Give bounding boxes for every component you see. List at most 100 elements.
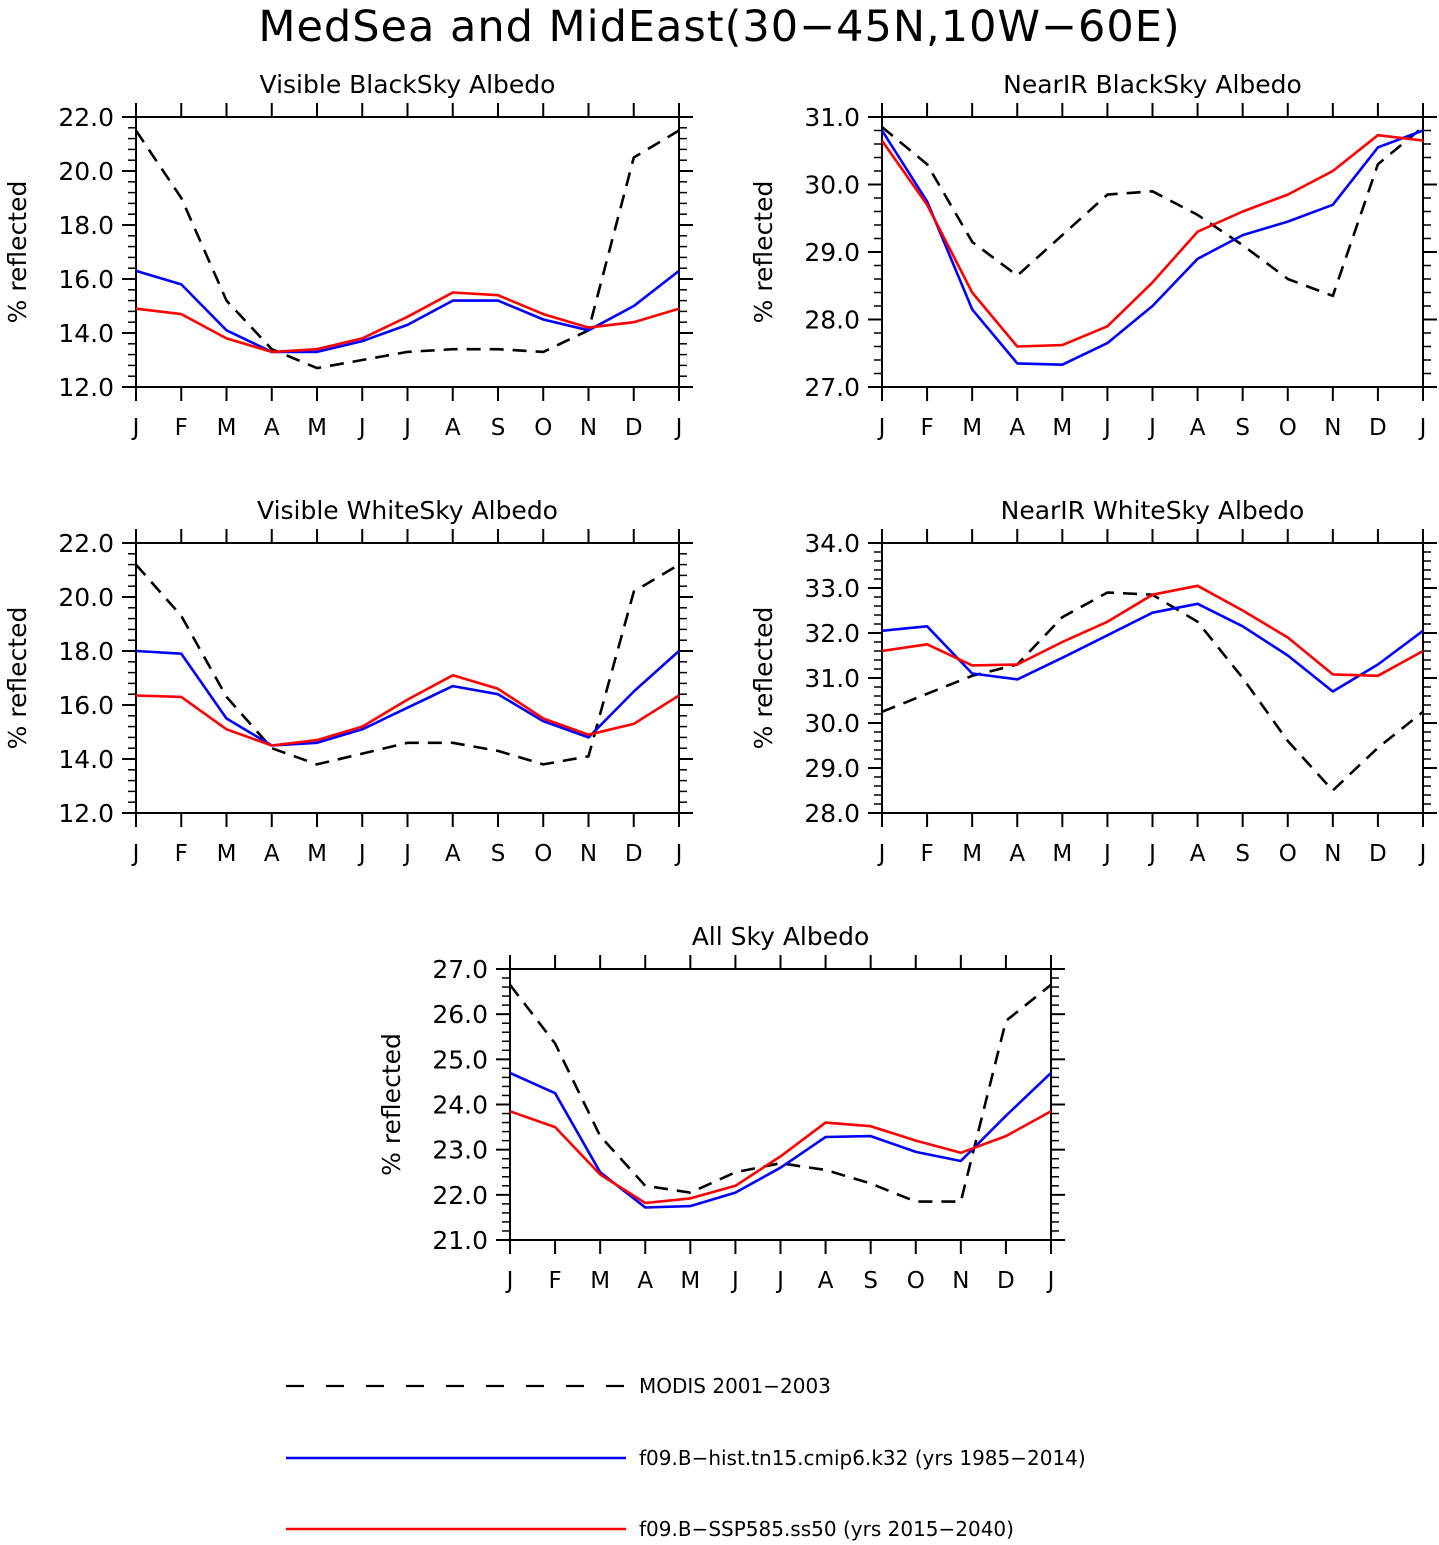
y-tick-label: 30.0 [804,709,860,738]
chart-panel: J F M A M J J A S O N D J 28.0 29.0 30.0 31.0 32.0 33.0 34.… [749,496,1437,867]
x-tick-label: N [1324,841,1341,867]
x-tick-label: S [1235,841,1250,867]
y-tick-label: 24.0 [432,1091,488,1120]
x-tick-label: J [674,415,683,441]
series-line-hist [136,269,679,354]
plot-frame [509,968,1052,1241]
x-tick-label: D [1369,415,1387,441]
plot-frame [881,116,1424,388]
series-line-hist [882,602,1423,693]
y-axis-label: % reflected [377,1033,406,1176]
y-tick-label: 14.0 [58,745,114,774]
series-line-ssp [136,673,679,747]
y-axis-label: % reflected [749,607,778,750]
x-tick-label: S [1235,415,1250,441]
y-tick-label: 26.0 [432,1000,488,1029]
y-tick-label: 22.0 [58,103,114,132]
y-tick-label: 18.0 [58,637,114,666]
x-tick-label: S [491,841,506,867]
x-tick-label: M [590,1268,610,1294]
x-tick-label: A [264,415,280,441]
y-tick-label: 29.0 [804,754,860,783]
series-line-modis [882,126,1423,298]
x-tick-label: S [491,415,506,441]
x-tick-label: O [907,1268,925,1294]
series-line-ssp [882,584,1423,678]
y-axis-label: % reflected [749,181,778,324]
x-tick-label: M [962,415,982,441]
series-line-ssp [882,133,1423,348]
x-tick-label: A [264,841,280,867]
y-axis-label: % reflected [3,607,32,750]
series-line-modis [882,591,1423,792]
plot-frame [881,542,1424,814]
panel-title: Visible BlackSky Albedo [260,70,556,99]
chart-panel: J F M A M J J A S O N D J 12.0 14.0 16.0 18.0 20.0 22.0 % r… [3,70,693,441]
x-tick-label: J [1147,415,1156,441]
series-line-ssp [136,291,679,354]
y-tick-label: 33.0 [804,574,860,603]
x-tick-label: F [920,841,933,867]
x-tick-label: J [357,841,366,867]
plot-frame [135,542,680,814]
x-tick-label: F [175,841,188,867]
y-tick-label: 22.0 [58,529,114,558]
y-tick-label: 27.0 [432,955,488,984]
x-tick-label: A [1190,841,1206,867]
x-tick-label: J [357,415,366,441]
y-tick-label: 27.0 [804,373,860,402]
x-tick-label: M [217,415,237,441]
x-tick-label: N [1324,415,1341,441]
y-tick-label: 29.0 [804,238,860,267]
y-axis-label: % reflected [3,181,32,324]
y-tick-label: 32.0 [804,619,860,648]
x-tick-label: J [1147,841,1156,867]
y-tick-label: 16.0 [58,265,114,294]
series-line-hist [510,1071,1051,1209]
legend: MODIS 2001−2003 f09.B−hist.tn15.cmip6.k32… [286,1374,1086,1541]
x-tick-label: J [505,1268,514,1294]
x-tick-label: J [730,1268,739,1294]
x-tick-label: N [580,415,597,441]
panel-title: NearIR BlackSky Albedo [1003,70,1302,99]
y-tick-label: 20.0 [58,583,114,612]
panel-title: Visible WhiteSky Albedo [257,496,558,525]
y-tick-label: 34.0 [804,529,860,558]
x-tick-label: O [534,841,552,867]
y-tick-label: 20.0 [58,157,114,186]
y-tick-label: 31.0 [804,103,860,132]
x-tick-label: J [402,415,411,441]
x-tick-label: F [548,1268,561,1294]
legend-label: MODIS 2001−2003 [639,1374,831,1398]
chart-panel: J F M A M J J A S O N D J 12.0 14.0 16.0 18.0 20.0 22.0 % r… [3,496,693,867]
y-tick-label: 23.0 [432,1136,488,1165]
series-line-hist [136,649,679,747]
legend-label: f09.B−hist.tn15.cmip6.k32 (yrs 1985−2014… [639,1446,1086,1470]
chart-panel: J F M A M J J A S O N D J 21.0 22.0 23.0 24.0 25.0 26.0 27.… [377,922,1065,1294]
x-tick-label: A [445,415,461,441]
y-tick-label: 28.0 [804,799,860,828]
x-tick-label: J [674,841,683,867]
x-tick-label: M [962,841,982,867]
x-tick-label: J [1102,415,1111,441]
x-tick-label: D [625,415,643,441]
x-tick-label: S [863,1268,878,1294]
x-tick-label: J [877,415,886,441]
x-tick-label: F [920,415,933,441]
y-tick-label: 25.0 [432,1045,488,1074]
x-tick-label: N [580,841,597,867]
y-tick-label: 30.0 [804,171,860,200]
x-tick-label: A [818,1268,834,1294]
x-tick-label: A [1009,415,1025,441]
series-line-modis [136,563,679,766]
panel-title: All Sky Albedo [692,922,870,951]
y-tick-label: 16.0 [58,691,114,720]
x-tick-label: J [1046,1268,1055,1294]
x-tick-label: J [131,841,140,867]
series-line-ssp [510,1110,1051,1205]
x-tick-label: A [637,1268,653,1294]
y-tick-label: 12.0 [58,799,114,828]
x-tick-label: M [307,841,327,867]
x-tick-label: J [1102,841,1111,867]
